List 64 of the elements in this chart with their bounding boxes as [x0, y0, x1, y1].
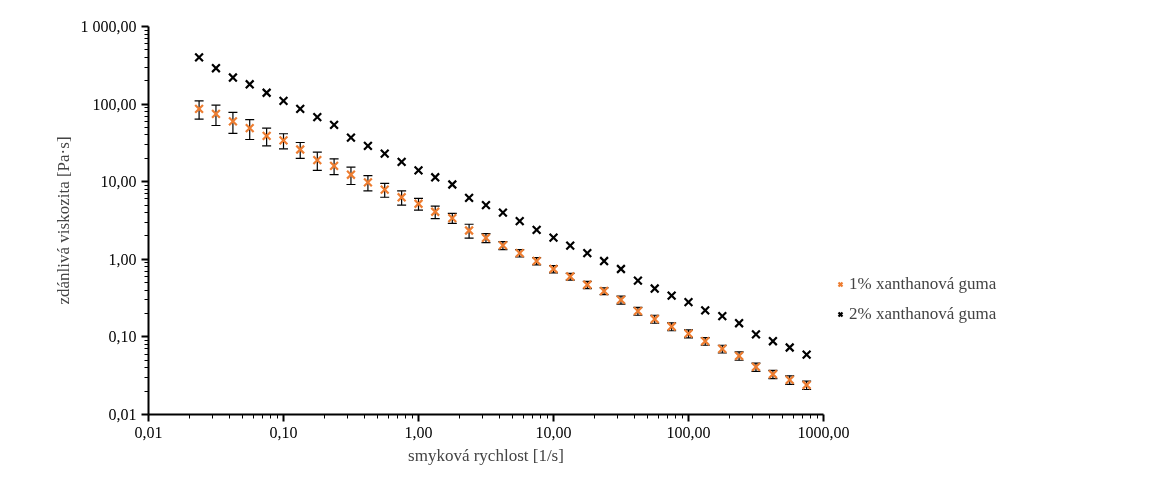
y-tick-label: 0,01 [108, 406, 137, 423]
point [379, 148, 390, 159]
point [244, 79, 255, 90]
point [312, 112, 323, 123]
y-tick-label: 1 000,00 [80, 18, 137, 35]
point [497, 207, 508, 218]
point [312, 155, 323, 166]
point [615, 264, 626, 274]
y-tick-label: 1,00 [108, 250, 137, 268]
legend-label: 2% xanthanová guma [849, 304, 997, 324]
point [447, 179, 458, 190]
x-tick-label: 1,00 [404, 423, 433, 441]
point [345, 132, 356, 143]
point [784, 342, 795, 353]
point [329, 160, 340, 171]
point [329, 119, 340, 130]
point [767, 336, 778, 347]
point [396, 156, 407, 167]
point [261, 87, 272, 98]
point [261, 130, 272, 141]
y-axis-title: zdánlivá viskozita [Pa·s] [53, 136, 73, 305]
point [801, 349, 812, 360]
x-tick-label: 0,10 [269, 423, 298, 441]
point [700, 305, 711, 316]
y-tick-label: 100,00 [92, 95, 137, 113]
point [295, 103, 306, 114]
point [464, 192, 475, 203]
y-tick-label: 10,00 [100, 173, 137, 191]
point [430, 172, 441, 183]
point [582, 248, 593, 259]
x-tick-label: 1000,00 [797, 423, 850, 441]
x-tick-label: 100,00 [666, 423, 711, 441]
point [227, 72, 238, 83]
point [514, 216, 525, 227]
point [565, 240, 576, 251]
point [649, 283, 660, 294]
point [345, 169, 356, 180]
point [295, 144, 306, 155]
point [480, 200, 491, 211]
y-tick-label: 0,10 [108, 328, 137, 346]
point [210, 63, 221, 74]
point [362, 177, 373, 188]
point [599, 256, 610, 267]
x-tick-label: 0,01 [134, 423, 163, 441]
point [750, 329, 761, 340]
point [413, 165, 424, 176]
point [362, 140, 373, 151]
point [683, 297, 694, 308]
point [734, 318, 745, 329]
point [194, 103, 205, 114]
point [194, 52, 205, 63]
x-axis-title: smyková rychlost [1/s] [408, 445, 564, 465]
point [717, 311, 728, 322]
legend-label: 1% xanthanová guma [849, 274, 997, 294]
x-tick-label: 10,00 [535, 423, 572, 441]
point [210, 108, 221, 119]
point [666, 290, 677, 301]
point [548, 232, 559, 243]
point [531, 224, 542, 235]
point [244, 123, 255, 134]
point [632, 275, 643, 286]
point [278, 135, 289, 146]
point [227, 116, 238, 127]
point [278, 95, 289, 106]
